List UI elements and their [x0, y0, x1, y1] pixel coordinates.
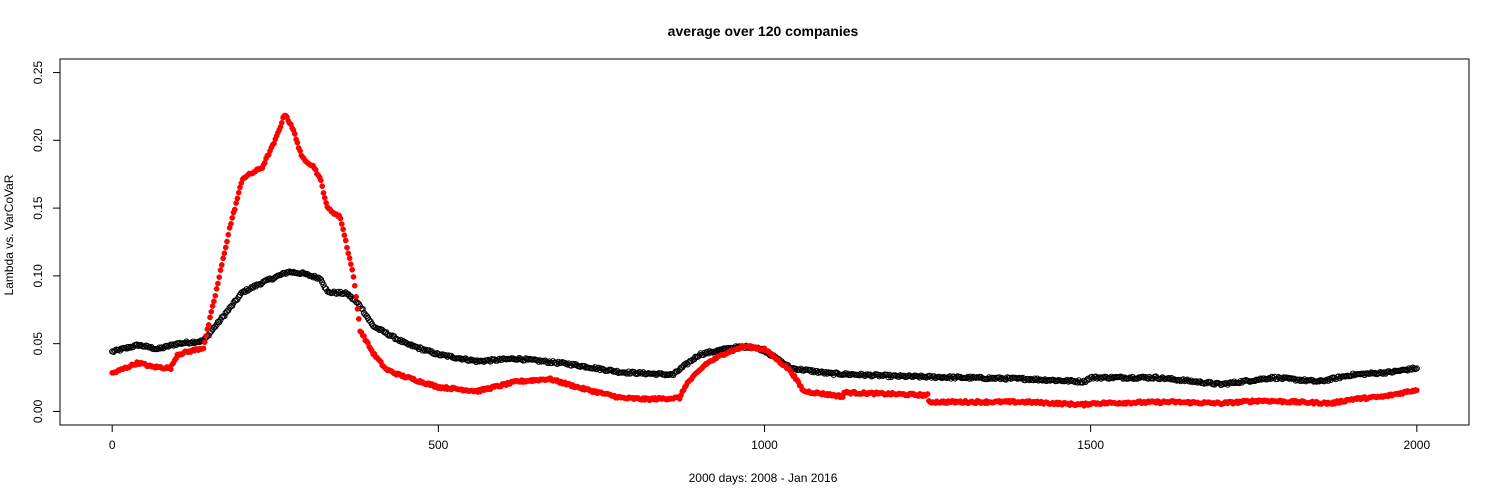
x-tick-label: 1000: [751, 438, 778, 452]
data-point: [291, 131, 298, 137]
data-point: [222, 244, 229, 251]
data-point: [203, 332, 209, 339]
data-point: [349, 266, 356, 273]
data-point: [341, 232, 348, 239]
data-point: [312, 274, 319, 281]
data-point: [221, 313, 228, 320]
data-point: [320, 190, 327, 196]
x-axis: 0 500 1000 1500 2000: [109, 424, 1430, 452]
data-point: [233, 200, 239, 206]
data-point: [235, 189, 242, 196]
y-tick-label: 0.25: [31, 61, 45, 85]
data-point: [308, 273, 315, 280]
data-point: [1193, 378, 1200, 385]
data-point: [217, 267, 224, 274]
data-point: [1083, 377, 1090, 384]
data-point: [1026, 377, 1033, 384]
data-point: [228, 221, 234, 227]
x-tick-label: 0: [109, 438, 116, 452]
data-point: [205, 322, 212, 328]
data-point: [211, 298, 217, 305]
data-point: [344, 244, 350, 251]
data-point: [319, 183, 326, 189]
data-point: [224, 238, 230, 245]
data-point: [375, 325, 382, 332]
data-point: [231, 206, 238, 213]
y-tick-label: 0.10: [31, 264, 45, 288]
data-point: [713, 348, 720, 355]
data-point: [924, 391, 931, 397]
plot-area-frame: [59, 58, 1470, 426]
data-point: [340, 226, 346, 233]
y-tick-label: 0.05: [31, 332, 45, 356]
y-axis-label: Lambda vs. VarCoVaR: [2, 174, 16, 295]
data-point: [1139, 373, 1146, 380]
x-tick-label: 2000: [1403, 438, 1430, 452]
data-point: [213, 285, 220, 292]
data-point: [216, 274, 223, 281]
series-layer: [109, 112, 1420, 409]
data-point: [1413, 387, 1420, 394]
y-tick-label: 0.15: [31, 196, 45, 220]
data-point: [355, 316, 362, 322]
data-point: [126, 345, 133, 352]
data-point: [346, 255, 353, 262]
data-point: [1413, 365, 1420, 372]
data-point: [380, 328, 387, 335]
data-point: [200, 345, 207, 352]
data-point: [208, 308, 215, 315]
data-point: [927, 372, 934, 379]
x-tick-label: 500: [428, 438, 448, 452]
data-point: [207, 314, 213, 321]
data-point: [338, 221, 345, 227]
data-point: [229, 215, 236, 221]
data-point: [247, 285, 254, 292]
data-point: [342, 237, 349, 244]
data-point: [243, 286, 250, 293]
data-point: [221, 250, 228, 257]
data-point: [467, 356, 475, 363]
data-point: [229, 302, 236, 309]
series-0-points: [109, 268, 1420, 389]
data-point: [351, 282, 358, 289]
data-point: [544, 359, 552, 367]
data-point: [209, 303, 216, 309]
data-point: [212, 292, 219, 299]
data-point: [157, 345, 164, 352]
data-point: [215, 280, 221, 287]
x-tick-label: 1500: [1077, 438, 1104, 452]
data-point: [1134, 375, 1141, 382]
data-point: [218, 262, 225, 268]
data-point: [345, 250, 352, 257]
data-point: [354, 306, 361, 312]
y-tick-label: 0.00: [31, 399, 45, 423]
chart-title: average over 120 companies: [668, 23, 859, 39]
y-axis: 0.00 0.05 0.10 0.15 0.20 0.25: [31, 61, 61, 423]
data-point: [313, 275, 321, 282]
data-point: [321, 195, 328, 201]
data-point: [278, 119, 285, 126]
data-point: [201, 339, 208, 346]
y-tick-label: 0.20: [31, 128, 45, 152]
data-point: [234, 195, 241, 202]
data-point: [876, 373, 883, 380]
data-point: [1323, 376, 1330, 383]
data-point: [225, 231, 232, 238]
data-point: [414, 344, 421, 351]
data-point: [168, 366, 174, 373]
data-point: [294, 139, 301, 146]
data-point: [353, 293, 360, 300]
data-point: [133, 341, 141, 348]
data-point: [220, 255, 226, 262]
data-point: [318, 177, 324, 184]
data-point: [348, 261, 354, 268]
data-point: [1379, 370, 1387, 377]
x-axis-label: 2000 days: 2008 - Jan 2016: [689, 471, 838, 485]
data-point: [569, 360, 576, 367]
data-point: [637, 369, 644, 376]
series-1-points: [109, 112, 1420, 409]
data-point: [350, 274, 357, 280]
data-point: [337, 215, 344, 222]
